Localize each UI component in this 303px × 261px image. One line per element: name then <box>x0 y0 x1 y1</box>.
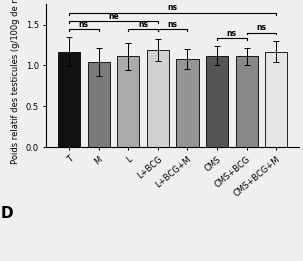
Text: ns: ns <box>138 20 148 29</box>
Bar <box>117 56 139 147</box>
Bar <box>147 50 169 147</box>
Bar <box>235 56 258 147</box>
Bar <box>58 51 80 147</box>
Text: ns: ns <box>168 3 178 13</box>
Bar <box>176 59 198 147</box>
Text: ns: ns <box>168 20 178 29</box>
Text: ns: ns <box>256 23 266 32</box>
Text: ns: ns <box>79 20 89 29</box>
Text: ns: ns <box>227 29 237 38</box>
Bar <box>88 62 110 147</box>
Y-axis label: Poids relatif des testicules (g/100g de rat): Poids relatif des testicules (g/100g de … <box>11 0 20 164</box>
Text: D: D <box>1 206 14 221</box>
Bar <box>265 51 287 147</box>
Bar <box>206 56 228 147</box>
Text: ne: ne <box>108 12 119 21</box>
